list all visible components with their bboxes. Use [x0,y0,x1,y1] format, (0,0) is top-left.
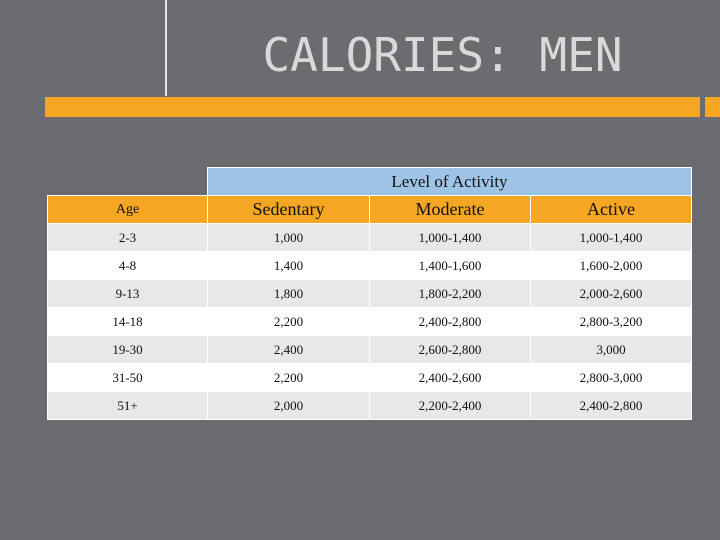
cell: 2,200 [207,363,370,392]
column-header: Active [530,195,692,224]
cell: 19-30 [47,335,208,364]
column-header: Age [47,195,208,224]
cell: 2,400 [207,335,370,364]
column-header: Moderate [369,195,531,224]
column-header: Sedentary [207,195,370,224]
cell: 2,800-3,000 [530,363,692,392]
data-row: 14-18 2,200 2,400-2,800 2,800-3,200 [47,307,692,336]
group-row: Level of Activity [48,167,692,196]
title: CALORIES: MEN [262,28,623,82]
data-row: 51+ 2,000 2,200-2,400 2,400-2,800 [47,391,692,420]
divider [165,0,167,96]
cell: 2,200-2,400 [369,391,531,420]
cell: 2,400-2,800 [530,391,692,420]
data-row: 2-3 1,000 1,000-1,400 1,000-1,400 [47,223,692,252]
cell: 1,800 [207,279,370,308]
cell: 2,400-2,800 [369,307,531,336]
cell: 2,200 [207,307,370,336]
header-row: Age Sedentary Moderate Active [47,195,692,224]
cell: 2-3 [47,223,208,252]
accent-bar [45,97,700,117]
cell: 3,000 [530,335,692,364]
cell: 2,000-2,600 [530,279,692,308]
cell: 1,000 [207,223,370,252]
data-row: 31-50 2,200 2,400-2,600 2,800-3,000 [47,363,692,392]
cell: 1,000-1,400 [369,223,531,252]
cell: 1,600-2,000 [530,251,692,280]
data-row: 9-13 1,800 1,800-2,200 2,000-2,600 [47,279,692,308]
cell: 2,800-3,200 [530,307,692,336]
cell: 9-13 [47,279,208,308]
cell: 1,400-1,600 [369,251,531,280]
cell: 4-8 [47,251,208,280]
data-row: 19-30 2,400 2,600-2,800 3,000 [47,335,692,364]
cell: 1,400 [207,251,370,280]
data-row: 4-8 1,400 1,400-1,600 1,600-2,000 [47,251,692,280]
group-header: Level of Activity [207,167,692,196]
cell: 2,400-2,600 [369,363,531,392]
empty-cell [48,168,208,196]
calorie-table: Level of Activity Age Sedentary Moderate Ac… [47,167,692,420]
cell: 1,000-1,400 [530,223,692,252]
cell: 14-18 [47,307,208,336]
cell: 31-50 [47,363,208,392]
cell: 1,800-2,200 [369,279,531,308]
table-body: Level of Activity Age Sedentary Moderate Ac… [47,167,692,420]
accent-block [705,97,720,117]
cell: 2,600-2,800 [369,335,531,364]
cell: 2,000 [207,391,370,420]
cell: 51+ [47,391,208,420]
